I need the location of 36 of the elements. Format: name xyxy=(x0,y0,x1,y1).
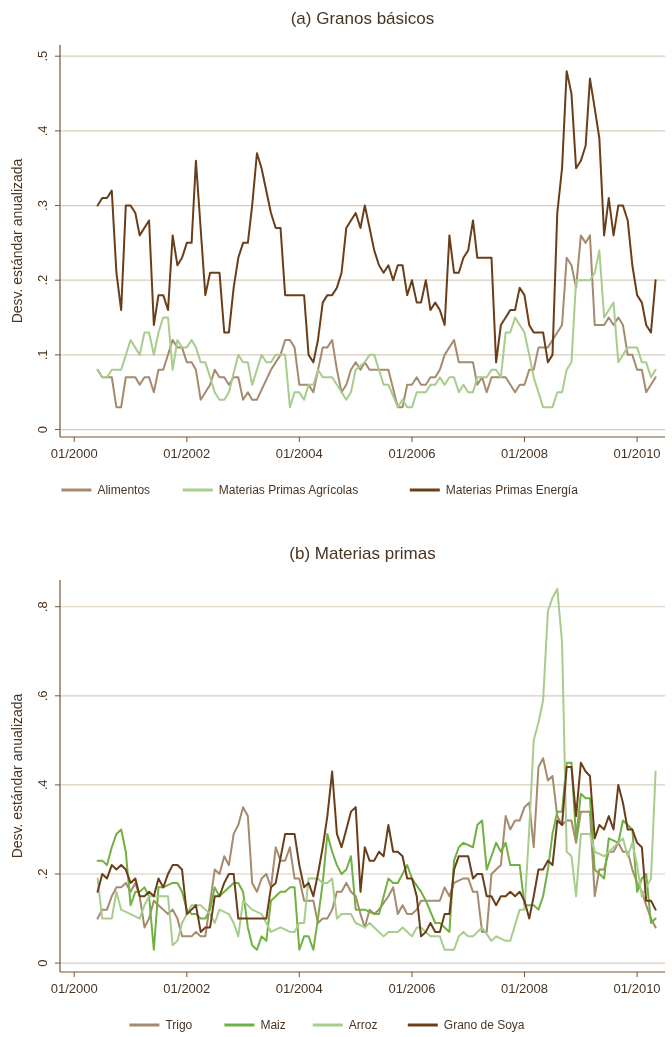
y-tick-label: .2 xyxy=(35,274,50,286)
y-tick-label: .6 xyxy=(35,690,50,702)
y-tick-label: 0 xyxy=(35,959,50,967)
line-series xyxy=(96,587,657,951)
x-tick-label: 01/2008 xyxy=(500,446,548,461)
y-tick-label: .4 xyxy=(35,125,50,137)
legend-label: Materias Primas Energía xyxy=(445,483,579,497)
legend-label: Alimentos xyxy=(97,483,151,497)
y-axis-title: Desv. estándar anualizada xyxy=(9,693,25,859)
x-tick-label: 01/2008 xyxy=(500,981,548,996)
y-tick-label: .1 xyxy=(35,349,50,361)
legend-label: Grano de Soya xyxy=(443,1018,525,1032)
legend-label: Trigo xyxy=(165,1018,193,1032)
x-tick-label: 01/2004 xyxy=(275,446,323,461)
x-tick-label: 01/2000 xyxy=(50,981,98,996)
x-tick-label: 01/2010 xyxy=(613,981,661,996)
legend-label: Materias Primas Agrícolas xyxy=(218,483,359,497)
x-tick-label: 01/2000 xyxy=(50,446,98,461)
y-tick-label: 0 xyxy=(35,425,50,434)
x-tick-label: 01/2002 xyxy=(163,446,211,461)
y-tick-label: .3 xyxy=(35,200,50,211)
x-tick-label: 01/2004 xyxy=(275,981,323,996)
x-tick-label: 01/2006 xyxy=(388,981,436,996)
x-tick-label: 01/2010 xyxy=(613,446,661,461)
line-series xyxy=(96,70,657,364)
legend-label: Arroz xyxy=(348,1018,378,1032)
legend-label: Maiz xyxy=(260,1018,286,1032)
y-axis-title: Desv. estándar anualizada xyxy=(9,158,25,324)
y-tick-label: .8 xyxy=(35,601,50,613)
y-tick-label: .4 xyxy=(35,779,50,791)
chart-title: (a) Granos básicos xyxy=(290,9,435,28)
y-tick-label: .5 xyxy=(35,50,50,62)
x-tick-label: 01/2002 xyxy=(163,981,211,996)
y-tick-label: .2 xyxy=(35,868,50,880)
chart-title: (b) Materias primas xyxy=(289,544,436,563)
x-tick-label: 01/2006 xyxy=(388,446,436,461)
